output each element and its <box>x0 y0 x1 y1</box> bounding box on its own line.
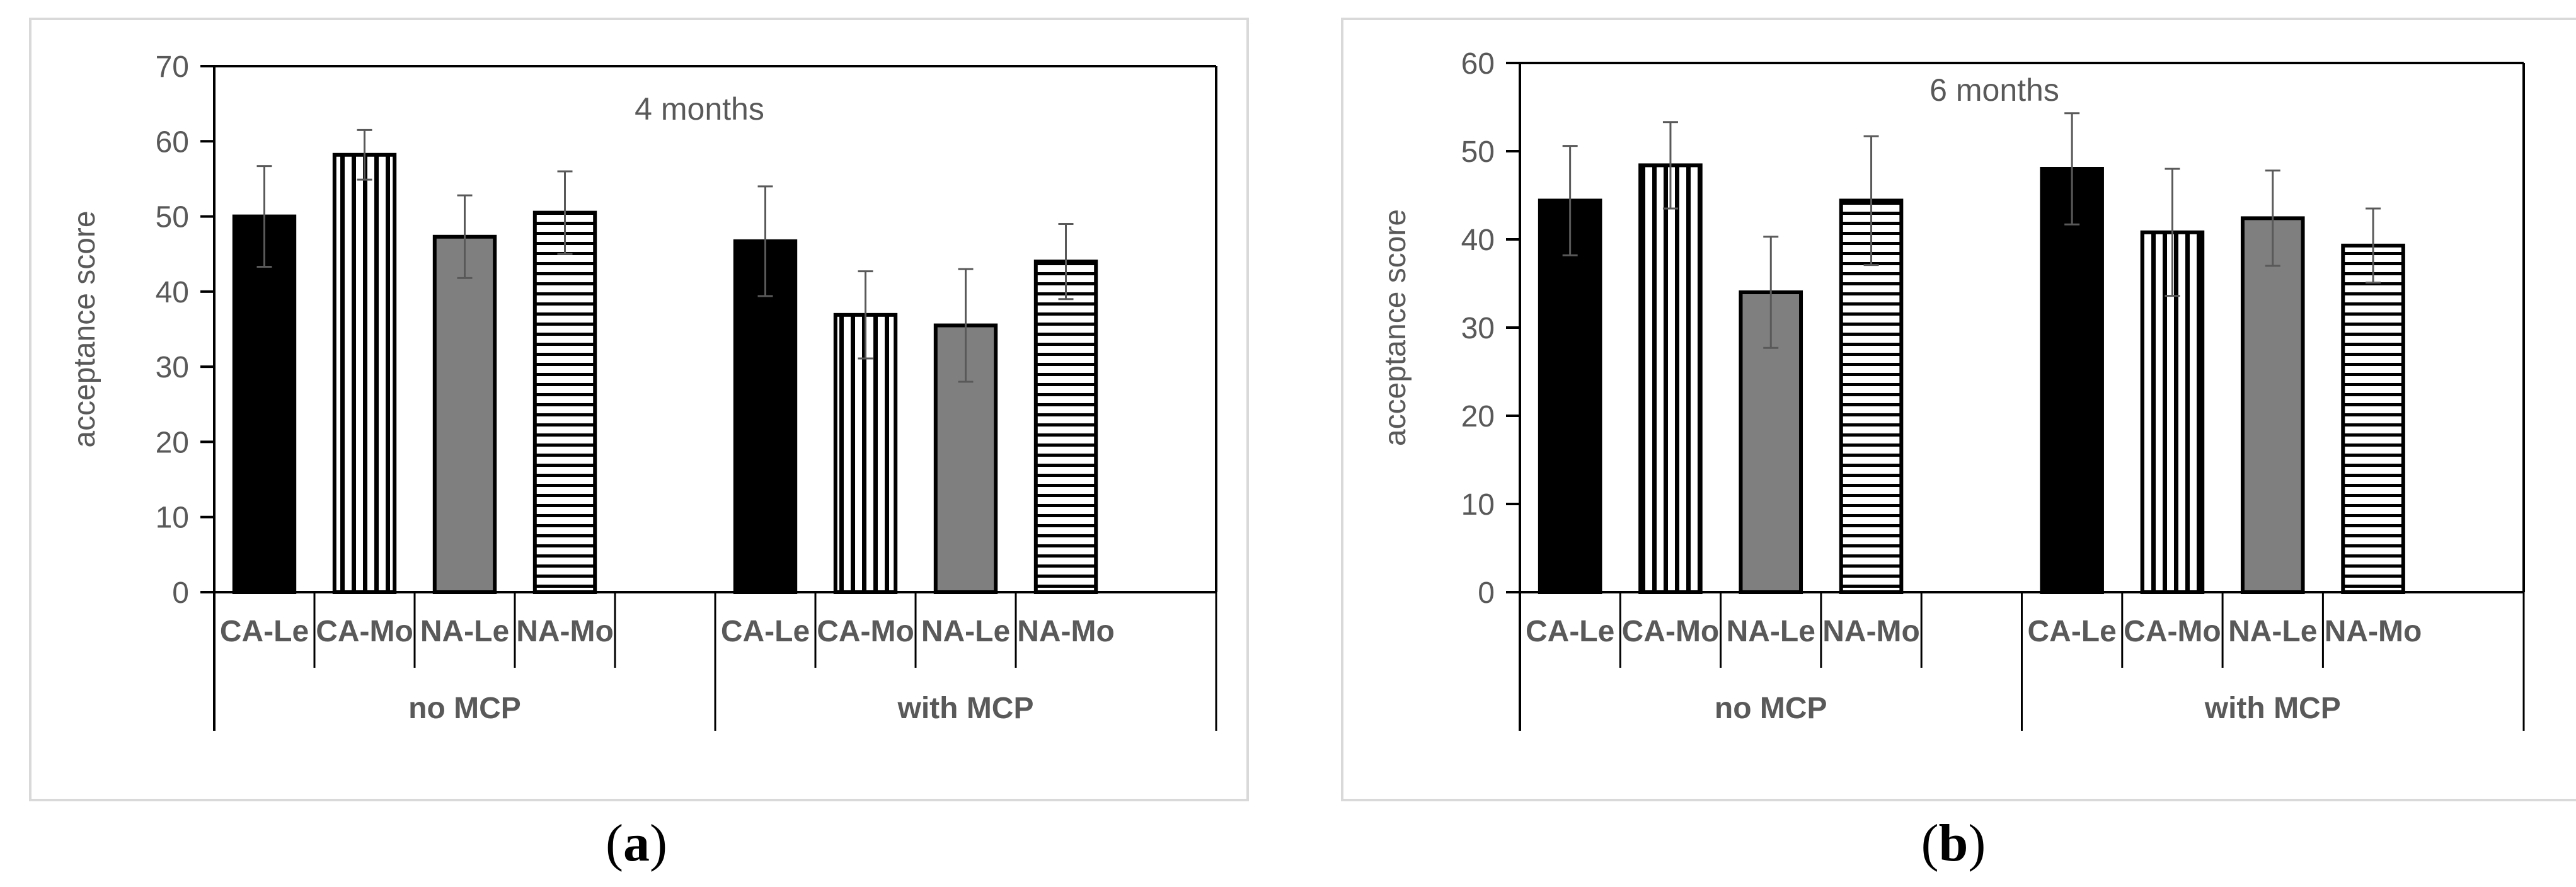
y-tick-label: 70 <box>156 50 189 84</box>
category-label: CA-Mo <box>316 615 413 648</box>
y-axis-label: acceptance score <box>1379 209 1412 446</box>
chart-title: 6 months <box>1929 72 2059 108</box>
y-tick-label: 60 <box>156 125 189 159</box>
panel-label-a: (a) <box>606 814 667 873</box>
bar-ca-mo-no-mcp <box>1638 163 1703 594</box>
category-label: CA-Le <box>220 615 309 648</box>
y-tick-label: 30 <box>1461 312 1495 345</box>
bar-ca-le-with-mcp <box>2040 167 2104 594</box>
y-axis-label: acceptance score <box>68 210 101 447</box>
group-label: no MCP <box>408 692 521 725</box>
group-label: no MCP <box>1715 692 1827 725</box>
y-tick-label: 20 <box>156 426 189 459</box>
y-tick-label: 40 <box>156 276 189 309</box>
y-tick-label: 10 <box>156 501 189 535</box>
panel-label-b: (b) <box>1921 814 1986 873</box>
y-tick-label: 60 <box>1461 47 1495 81</box>
category-label: NA-Mo <box>1017 615 1115 648</box>
category-label: CA-Le <box>721 615 810 648</box>
bar-ca-le-no-mcp <box>232 214 297 595</box>
y-tick-label: 40 <box>1461 224 1495 257</box>
category-label: CA-Mo <box>2124 615 2221 648</box>
category-label: NA-Mo <box>2325 615 2422 648</box>
group-label: with MCP <box>2204 692 2341 725</box>
bar-na-le-no-mcp <box>432 234 497 594</box>
y-tick-label: 50 <box>156 201 189 234</box>
group-label: with MCP <box>897 692 1034 725</box>
category-label: NA-Le <box>420 615 509 648</box>
y-tick-label: 20 <box>1461 400 1495 433</box>
category-label: NA-Mo <box>516 615 614 648</box>
bar-na-mo-with-mcp <box>1033 260 1098 594</box>
category-label: CA-Mo <box>1622 615 1720 648</box>
category-label: NA-Mo <box>1822 615 1920 648</box>
bar-ca-mo-with-mcp <box>2140 230 2205 594</box>
category-label: CA-Le <box>2027 615 2116 648</box>
bar-ca-mo-with-mcp <box>833 312 898 594</box>
bar-ca-le-no-mcp <box>1538 198 1602 594</box>
bar-na-le-with-mcp <box>933 323 998 594</box>
category-label: NA-Le <box>2228 615 2317 648</box>
y-tick-label: 50 <box>1461 135 1495 169</box>
bar-na-mo-with-mcp <box>2341 243 2405 594</box>
chart-a: 0 10 20 30 40 50 60 70 acceptance score 4 months C… <box>29 18 1249 801</box>
category-label: NA-Le <box>921 615 1010 648</box>
category-label: NA-Le <box>1727 615 1815 648</box>
category-label: CA-Mo <box>817 615 914 648</box>
bar-na-mo-no-mcp <box>532 210 597 595</box>
bar-ca-le-with-mcp <box>733 239 798 594</box>
y-tick-label: 0 <box>1478 576 1495 610</box>
y-tick-label: 0 <box>172 576 189 610</box>
y-tick-label: 30 <box>156 351 189 384</box>
category-label: CA-Le <box>1526 615 1614 648</box>
y-tick-label: 10 <box>1461 488 1495 522</box>
bar-ca-mo-no-mcp <box>332 152 397 594</box>
chart-b: 0 10 20 30 40 50 60 acceptance score 6 months CA-… <box>1341 18 2576 801</box>
bar-na-le-with-mcp <box>2240 216 2305 594</box>
chart-title: 4 months <box>635 91 764 127</box>
